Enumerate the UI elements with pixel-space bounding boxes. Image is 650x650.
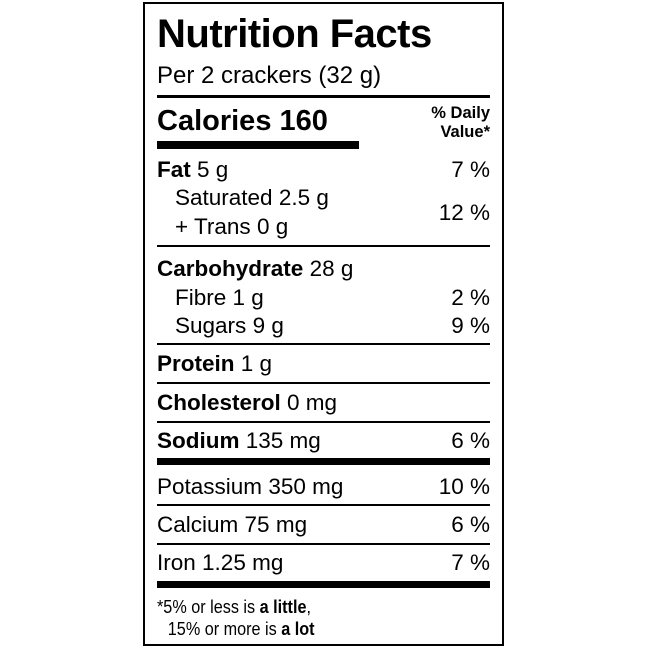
- nutrition-facts-label: Nutrition Facts Per 2 crackers (32 g) Ca…: [143, 2, 504, 646]
- divider: [157, 95, 490, 98]
- calories-bar: [157, 141, 359, 149]
- fat-row: Fat 5 g: [157, 157, 229, 182]
- iron-row: Iron 1.25 mg: [157, 550, 284, 575]
- calories-label: Calories: [157, 105, 272, 137]
- fat-dv: 7 %: [451, 157, 490, 182]
- calories-value: 160: [279, 105, 328, 137]
- sodium-dv: 6 %: [451, 428, 490, 453]
- sodium-row: Sodium 135 mg: [157, 428, 321, 453]
- daily-value-header: % Daily Value*: [431, 104, 490, 142]
- thick-divider: [157, 458, 490, 465]
- fibre-dv: 2 %: [451, 285, 490, 310]
- sugars-dv: 9 %: [451, 313, 490, 338]
- saturated-row: Saturated 2.5 g: [175, 185, 329, 210]
- calcium-row: Calcium 75 mg: [157, 512, 308, 537]
- divider: [157, 382, 490, 384]
- footnote-line2: 15% or more is a lot: [167, 619, 315, 639]
- iron-dv: 7 %: [451, 550, 490, 575]
- daily-value-header-line1: % Daily: [431, 104, 490, 122]
- footnote-line1: *5% or less is a little,: [157, 597, 311, 617]
- sat-trans-dv: 12 %: [438, 200, 490, 225]
- divider: [157, 343, 490, 345]
- calcium-dv: 6 %: [451, 512, 490, 537]
- fibre-row: Fibre 1 g: [175, 285, 264, 310]
- potassium-dv: 10 %: [438, 474, 490, 499]
- serving-size: Per 2 crackers (32 g): [157, 62, 382, 89]
- daily-value-header-line2: Value*: [440, 123, 490, 141]
- cholesterol-row: Cholesterol 0 mg: [157, 390, 338, 415]
- divider: [157, 245, 490, 247]
- thick-divider: [157, 581, 490, 588]
- calories: Calories 160: [157, 104, 328, 138]
- divider: [157, 504, 490, 506]
- divider: [157, 543, 490, 545]
- trans-row: + Trans 0 g: [175, 214, 289, 239]
- carbohydrate-row: Carbohydrate 28 g: [157, 256, 354, 281]
- potassium-row: Potassium 350 mg: [157, 474, 344, 499]
- divider: [157, 421, 490, 423]
- footnote: *5% or less is a little, 15% or more is …: [157, 596, 315, 640]
- protein-row: Protein 1 g: [157, 351, 273, 376]
- label-title: Nutrition Facts: [157, 12, 432, 56]
- sugars-row: Sugars 9 g: [175, 313, 284, 338]
